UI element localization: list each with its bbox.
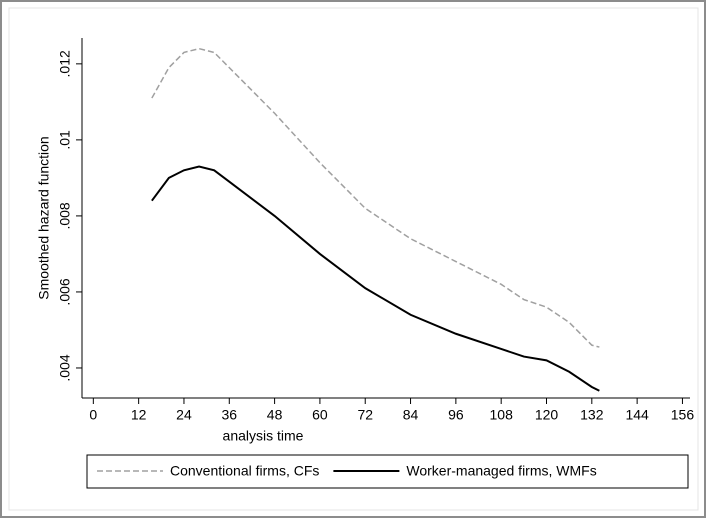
x-tick-label: 60: [312, 407, 328, 423]
x-tick-label: 132: [580, 407, 604, 423]
series-line: [151, 47, 600, 348]
x-tick-label: 12: [131, 407, 147, 423]
series-line: [151, 165, 600, 392]
x-tick-label: 0: [89, 407, 97, 423]
legend-label: Conventional firms, CFs: [170, 463, 319, 479]
y-tick-label: .008: [57, 202, 73, 229]
x-tick-label: 120: [535, 407, 559, 423]
x-tick-label: 72: [357, 407, 373, 423]
y-axis-label: Smoothed hazard function: [36, 136, 52, 299]
plot-frame: [8, 7, 699, 511]
x-tick-label: 156: [671, 407, 695, 423]
y-tick-label: .004: [57, 354, 73, 381]
legend-label: Worker-managed firms, WMFs: [406, 463, 596, 479]
x-tick-label: 84: [403, 407, 419, 423]
x-tick-label: 36: [221, 407, 237, 423]
x-tick-label: 144: [625, 407, 649, 423]
x-tick-label: 108: [490, 407, 514, 423]
x-axis-label: analysis time: [223, 428, 304, 444]
x-tick-label: 24: [176, 407, 192, 423]
y-tick-label: .01: [57, 130, 73, 150]
y-tick-label: .012: [57, 50, 73, 77]
y-tick-label: .006: [57, 278, 73, 305]
x-tick-label: 96: [448, 407, 464, 423]
x-tick-label: 48: [267, 407, 283, 423]
